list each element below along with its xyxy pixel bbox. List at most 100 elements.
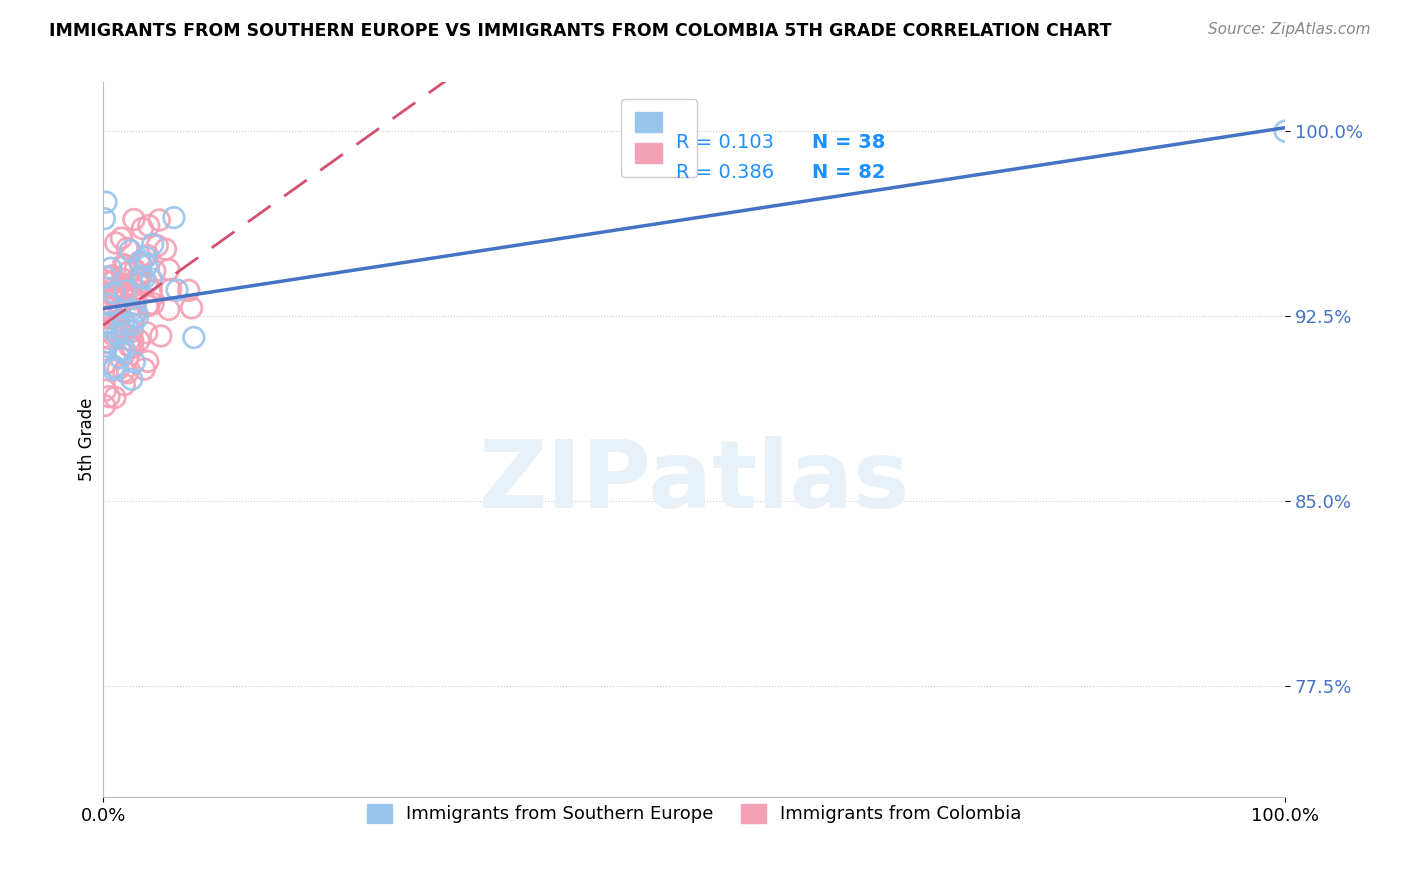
Point (101, 285, 124, 300)
Point (135, 326, 157, 340)
Point (94, 195, 117, 210)
Point (105, 326, 128, 341)
Point (127, 310, 149, 325)
Text: R = 0.386: R = 0.386 (676, 163, 775, 182)
Point (134, 362, 156, 376)
Point (120, 277, 142, 292)
Point (110, 343, 132, 358)
Point (135, 259, 157, 273)
Point (148, 213, 170, 227)
Point (114, 346, 136, 360)
Point (120, 300, 142, 314)
Point (96, 356, 118, 370)
Point (103, 362, 125, 376)
Point (129, 255, 152, 269)
Point (94, 270, 117, 285)
Point (146, 239, 169, 253)
Point (115, 318, 138, 333)
Point (120, 303, 142, 318)
Point (122, 355, 145, 369)
Point (134, 250, 156, 264)
Point (98, 276, 121, 290)
Point (114, 284, 136, 298)
Point (98, 335, 121, 350)
Point (129, 269, 152, 284)
Point (129, 258, 152, 272)
Point (93, 211, 115, 226)
Text: R = 0.103: R = 0.103 (676, 133, 775, 153)
Point (101, 268, 124, 283)
Point (110, 231, 132, 245)
Point (142, 237, 165, 252)
Point (135, 276, 157, 290)
Point (1274, 124, 1296, 138)
Point (118, 333, 141, 347)
Point (127, 272, 149, 286)
Point (121, 340, 143, 354)
Point (121, 372, 143, 386)
Point (183, 330, 205, 344)
Point (108, 351, 131, 365)
Point (112, 258, 135, 272)
Point (121, 324, 143, 338)
Point (112, 377, 135, 392)
Point (138, 219, 160, 233)
Point (112, 314, 135, 328)
Point (157, 262, 180, 277)
Point (105, 283, 128, 297)
Text: N = 38: N = 38 (813, 133, 886, 153)
Point (117, 241, 139, 255)
Text: ZIPatlas: ZIPatlas (478, 436, 910, 528)
Legend: Immigrants from Southern Europe, Immigrants from Colombia: Immigrants from Southern Europe, Immigra… (356, 793, 1032, 834)
Point (118, 265, 141, 279)
Point (114, 259, 136, 273)
Point (93, 399, 115, 413)
Point (141, 283, 163, 297)
Point (124, 292, 146, 306)
Point (121, 285, 143, 300)
Point (107, 362, 129, 376)
Point (97, 316, 120, 330)
Point (157, 302, 180, 317)
Point (159, 283, 181, 297)
Point (143, 264, 166, 278)
Point (101, 326, 124, 341)
Point (98, 390, 121, 404)
Point (103, 285, 125, 300)
Point (136, 248, 159, 262)
Point (141, 272, 163, 286)
Point (120, 244, 142, 258)
Text: N = 82: N = 82 (813, 163, 886, 182)
Point (114, 282, 136, 296)
Point (100, 269, 122, 284)
Point (112, 343, 135, 357)
Point (163, 211, 186, 225)
Point (118, 340, 141, 354)
Point (94, 384, 117, 398)
Point (104, 390, 127, 404)
Point (93, 317, 115, 331)
Point (128, 255, 150, 269)
Point (105, 295, 128, 310)
Point (125, 304, 148, 318)
Point (103, 359, 125, 374)
Point (127, 277, 149, 291)
Point (93, 343, 115, 357)
Point (114, 326, 136, 341)
Point (112, 364, 135, 378)
Point (132, 271, 155, 285)
Point (97, 331, 120, 345)
Point (117, 285, 139, 300)
Point (103, 273, 125, 287)
Point (93, 273, 115, 287)
Point (107, 314, 129, 328)
Point (124, 310, 146, 324)
Point (117, 366, 139, 380)
Point (108, 306, 131, 320)
Point (101, 307, 124, 321)
Point (112, 281, 135, 295)
Point (103, 280, 125, 294)
Point (97, 297, 120, 311)
Point (96, 339, 118, 353)
Point (128, 334, 150, 348)
